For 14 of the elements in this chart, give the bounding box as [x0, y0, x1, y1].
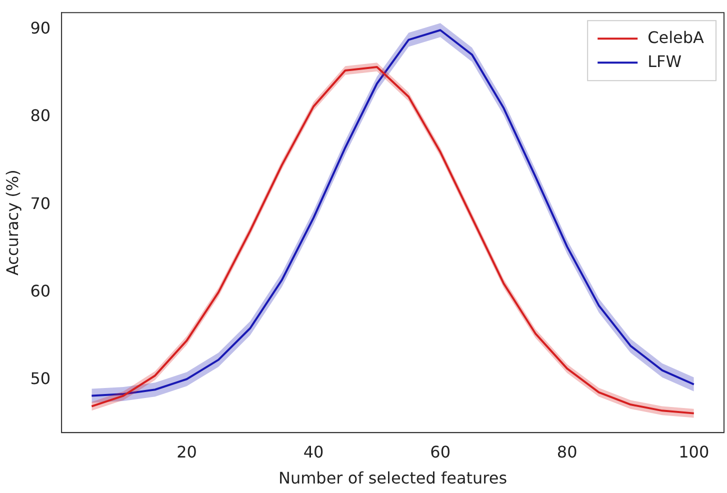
- x-tick-label: 80: [556, 442, 578, 462]
- legend-label: LFW: [648, 52, 682, 71]
- y-tick-label: 90: [30, 18, 51, 38]
- y-tick-label: 70: [30, 194, 51, 213]
- legend-label: CelebA: [648, 28, 704, 47]
- y-axis-title: Accuracy (%): [2, 170, 22, 276]
- x-tick-label: 100: [678, 442, 710, 462]
- x-tick-label: 40: [303, 442, 324, 462]
- x-tick-label: 20: [176, 442, 197, 462]
- y-tick-label: 60: [30, 281, 51, 300]
- x-axis-title: Number of selected features: [278, 468, 508, 488]
- y-tick-label: 80: [30, 106, 51, 126]
- y-tick-label: 50: [30, 369, 51, 388]
- x-tick-label: 60: [430, 442, 451, 462]
